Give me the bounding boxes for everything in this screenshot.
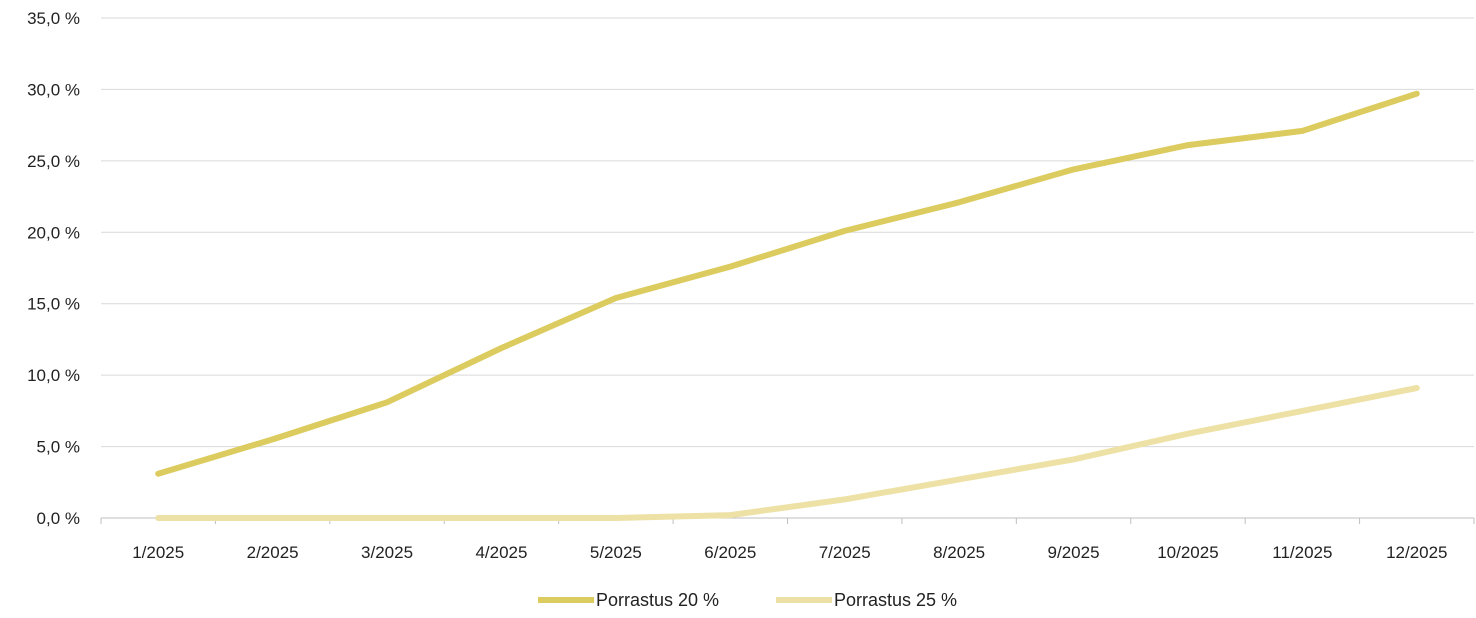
series-line-2 <box>155 385 1420 521</box>
x-tick-label: 9/2025 <box>1048 543 1100 562</box>
y-tick-label: 25,0 % <box>27 152 80 171</box>
y-tick-label: 35,0 % <box>27 9 80 28</box>
x-tick-label: 12/2025 <box>1386 543 1447 562</box>
x-tick-label: 4/2025 <box>475 543 527 562</box>
legend: Porrastus 20 % Porrastus 25 % <box>538 590 957 610</box>
y-tick-label: 0,0 % <box>37 509 80 528</box>
x-tick-label: 2/2025 <box>247 543 299 562</box>
x-axis-tick-labels: 1/2025 2/2025 3/2025 4/2025 5/2025 6/2025 7/20… <box>132 543 1447 562</box>
gridlines <box>101 17 1474 448</box>
series-line-1 <box>155 90 1420 477</box>
y-tick-label: 20,0 % <box>27 223 80 242</box>
x-tick-label: 3/2025 <box>361 543 413 562</box>
legend-label: Porrastus 20 % <box>596 590 719 610</box>
x-tick-label: 7/2025 <box>819 543 871 562</box>
x-tick-label: 8/2025 <box>933 543 985 562</box>
y-tick-label: 10,0 % <box>27 366 80 385</box>
y-tick-label: 30,0 % <box>27 80 80 99</box>
x-tick-label: 5/2025 <box>590 543 642 562</box>
y-axis-tick-labels: 0,0 % 5,0 % 10,0 % 15,0 % 20,0 % 25,0 % 30,0 %… <box>27 9 80 528</box>
x-tick-label: 10/2025 <box>1157 543 1218 562</box>
series-lines <box>155 90 1420 521</box>
x-tick-label: 11/2025 <box>1272 543 1332 562</box>
legend-label: Porrastus 25 % <box>834 590 957 610</box>
y-tick-label: 5,0 % <box>37 438 80 457</box>
x-tick-label: 6/2025 <box>704 543 756 562</box>
x-tick-label: 1/2025 <box>132 543 184 562</box>
y-tick-label: 15,0 % <box>27 295 80 314</box>
